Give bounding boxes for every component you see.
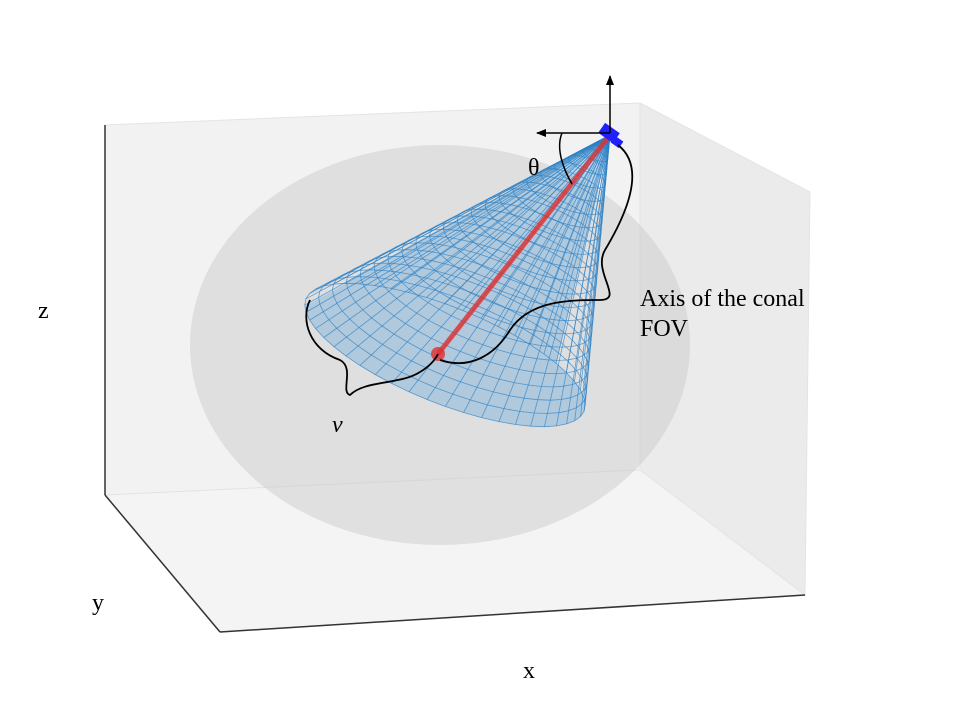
cone-mesh — [484, 195, 601, 255]
cone-mesh — [304, 282, 586, 428]
cone-mesh — [318, 276, 587, 414]
cone-mesh — [595, 141, 610, 149]
cone-mesh — [540, 168, 605, 202]
cone-mesh — [567, 154, 608, 176]
nu-label: ν — [332, 412, 343, 438]
cone-mesh — [359, 255, 591, 375]
axes-lines — [104, 125, 806, 633]
axis-label: FOV — [640, 316, 689, 342]
cone-mesh — [415, 228, 595, 322]
cone-mesh — [581, 148, 609, 162]
x-label: x — [523, 658, 535, 684]
cone-mesh — [401, 235, 594, 335]
z-label: z — [38, 298, 49, 324]
cone-mesh — [526, 175, 604, 215]
cone-mesh — [443, 215, 597, 295]
theta-label: θ — [528, 155, 540, 181]
cone-mesh — [304, 135, 610, 427]
cone-mesh — [429, 222, 596, 308]
cone-axis — [436, 133, 612, 356]
y-label: y — [92, 590, 104, 616]
cone-mesh — [373, 249, 592, 361]
cone — [304, 134, 611, 428]
cone-mesh — [512, 181, 603, 229]
braces — [305, 144, 634, 397]
sphere — [190, 145, 690, 545]
cone-mesh — [345, 262, 590, 388]
axis-label: Axis of the conal — [640, 286, 805, 312]
frame-arrows — [536, 75, 614, 185]
cone-mesh — [554, 161, 606, 189]
cone-mesh — [387, 242, 593, 348]
